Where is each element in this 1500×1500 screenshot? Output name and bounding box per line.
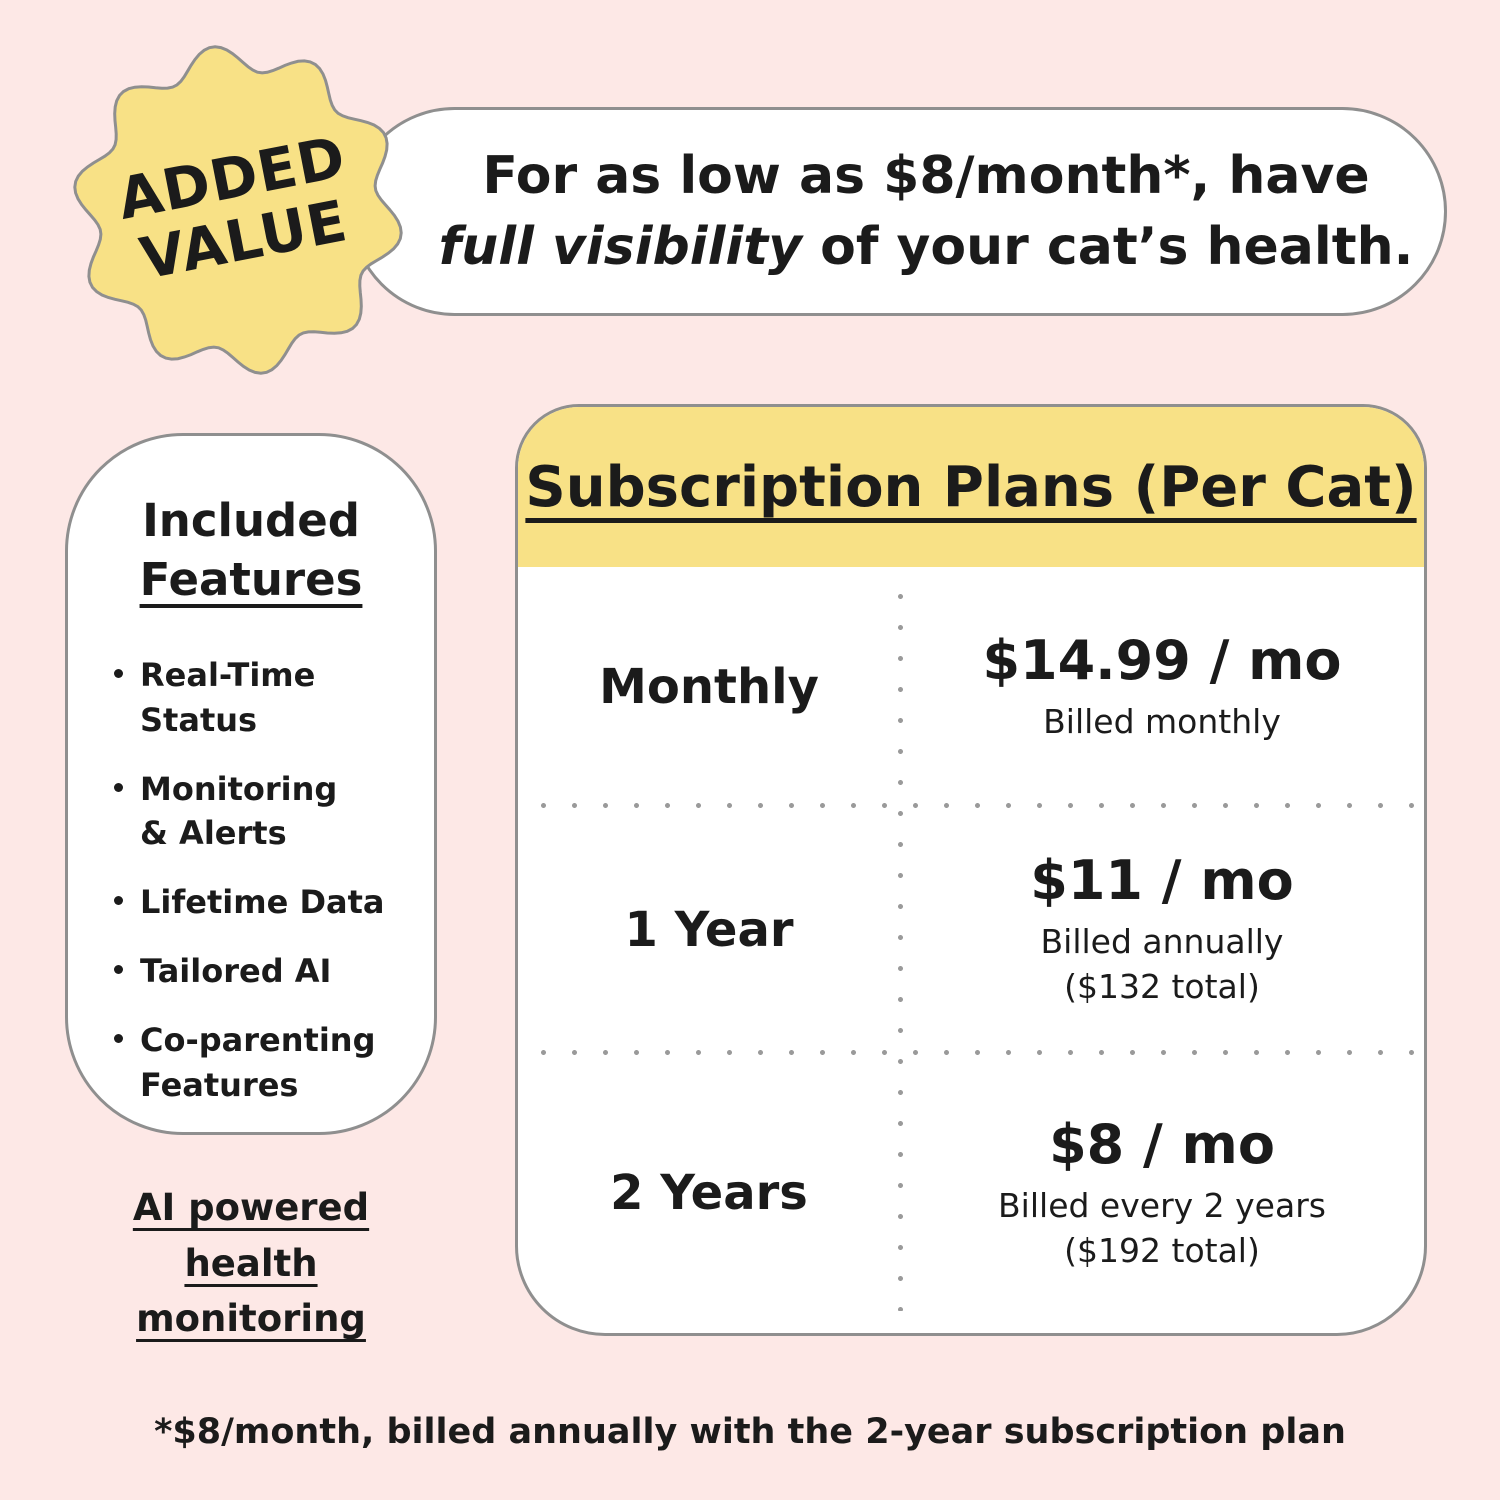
ai-note-line-2: health: [184, 1241, 318, 1285]
hero-line-2-rest: of your cat’s health.: [801, 216, 1414, 277]
list-item: Lifetime Data: [114, 880, 400, 925]
feature-line: Status: [140, 700, 258, 739]
bullet-icon: [114, 1033, 123, 1043]
subscription-plans-header: Subscription Plans (Per Cat): [518, 407, 1424, 567]
hero-line-2: full visibility of your cat’s health.: [439, 212, 1414, 282]
subscription-plans-title: Subscription Plans (Per Cat): [525, 454, 1417, 520]
billing-line: Billed monthly: [1043, 701, 1281, 741]
included-features-title-line-2: Features: [139, 552, 363, 606]
billing-line: ($132 total): [1064, 967, 1260, 1006]
bullet-icon: [114, 669, 123, 678]
plan-label-1-year: 1 Year: [624, 901, 794, 958]
ai-health-monitoring-note: AI powered health monitoring: [65, 1180, 437, 1347]
ai-note-line-1: AI powered: [132, 1186, 370, 1229]
added-value-badge: ADDED VALUE: [68, 40, 408, 380]
feature-label: Lifetime Data: [140, 883, 385, 922]
feature-label: Monitoring & Alerts: [140, 767, 337, 857]
subscription-plans-card: Subscription Plans (Per Cat) Monthly $14…: [515, 404, 1427, 1336]
feature-label: Real-Time Status: [140, 653, 315, 743]
feature-line: & Alerts: [140, 814, 287, 853]
billing-line: ($192 total): [1064, 1230, 1260, 1270]
list-item: Co-parenting Features: [114, 1018, 400, 1108]
included-features-card: Included Features Real-Time Status Monito…: [65, 433, 437, 1135]
billing-line: Billed every 2 years: [998, 1185, 1326, 1225]
plan-price-monthly: $14.99 / mo Billed monthly: [900, 567, 1424, 806]
plan-label-monthly: Monthly: [599, 658, 819, 715]
footnote: *$8/month, billed annually with the 2-ye…: [154, 1412, 1346, 1452]
billing-detail: Billed monthly: [1043, 700, 1281, 745]
plan-price-1-year: $11 / mo Billed annually ($132 total): [900, 806, 1424, 1053]
billing-detail: Billed annually ($132 total): [1041, 920, 1284, 1009]
billing-line: Billed annually: [1040, 922, 1284, 962]
hero-emphasis: full visibility: [438, 216, 802, 277]
hero-message: For as low as $8/month*, have full visib…: [350, 107, 1447, 316]
added-value-badge-label: ADDED VALUE: [39, 11, 438, 410]
feature-line: Monitoring: [140, 769, 338, 808]
starburst-badge-icon: [73, 45, 403, 375]
feature-line: Real-Time: [140, 656, 316, 694]
ai-note-line-3: monitoring: [136, 1297, 366, 1340]
billing-detail: Billed every 2 years ($192 total): [998, 1184, 1326, 1273]
price-value: $11 / mo: [1030, 849, 1294, 913]
bullet-icon: [114, 964, 123, 974]
included-features-title-line-1: Included: [142, 494, 360, 547]
horizontal-dotted-divider: [528, 1050, 1414, 1055]
vertical-dotted-divider: [898, 581, 903, 1311]
bullet-icon: [114, 896, 123, 906]
price-value: $8 / mo: [1049, 1112, 1275, 1176]
list-item: Tailored AI: [114, 949, 400, 994]
subscription-plans-table: Monthly $14.99 / mo Billed monthly 1 Yea…: [518, 567, 1424, 1333]
list-item: Real-Time Status: [114, 653, 400, 743]
horizontal-dotted-divider: [528, 803, 1414, 808]
plan-price-2-years: $8 / mo Billed every 2 years ($192 total…: [900, 1053, 1424, 1333]
feature-line: Features: [140, 1065, 299, 1104]
price-value: $14.99 / mo: [982, 628, 1342, 692]
plan-label-2-years: 2 Years: [610, 1165, 808, 1221]
feature-label: Co-parenting Features: [140, 1018, 375, 1108]
features-list: Real-Time Status Monitoring & Alerts Lifet…: [102, 653, 400, 1107]
feature-label: Tailored AI: [140, 951, 332, 990]
included-features-title: Included Features: [102, 492, 400, 609]
feature-line: Co-parenting: [140, 1020, 376, 1059]
bullet-icon: [114, 782, 123, 792]
list-item: Monitoring & Alerts: [114, 767, 400, 857]
hero-line-1: For as low as $8/month*, have: [482, 146, 1370, 207]
